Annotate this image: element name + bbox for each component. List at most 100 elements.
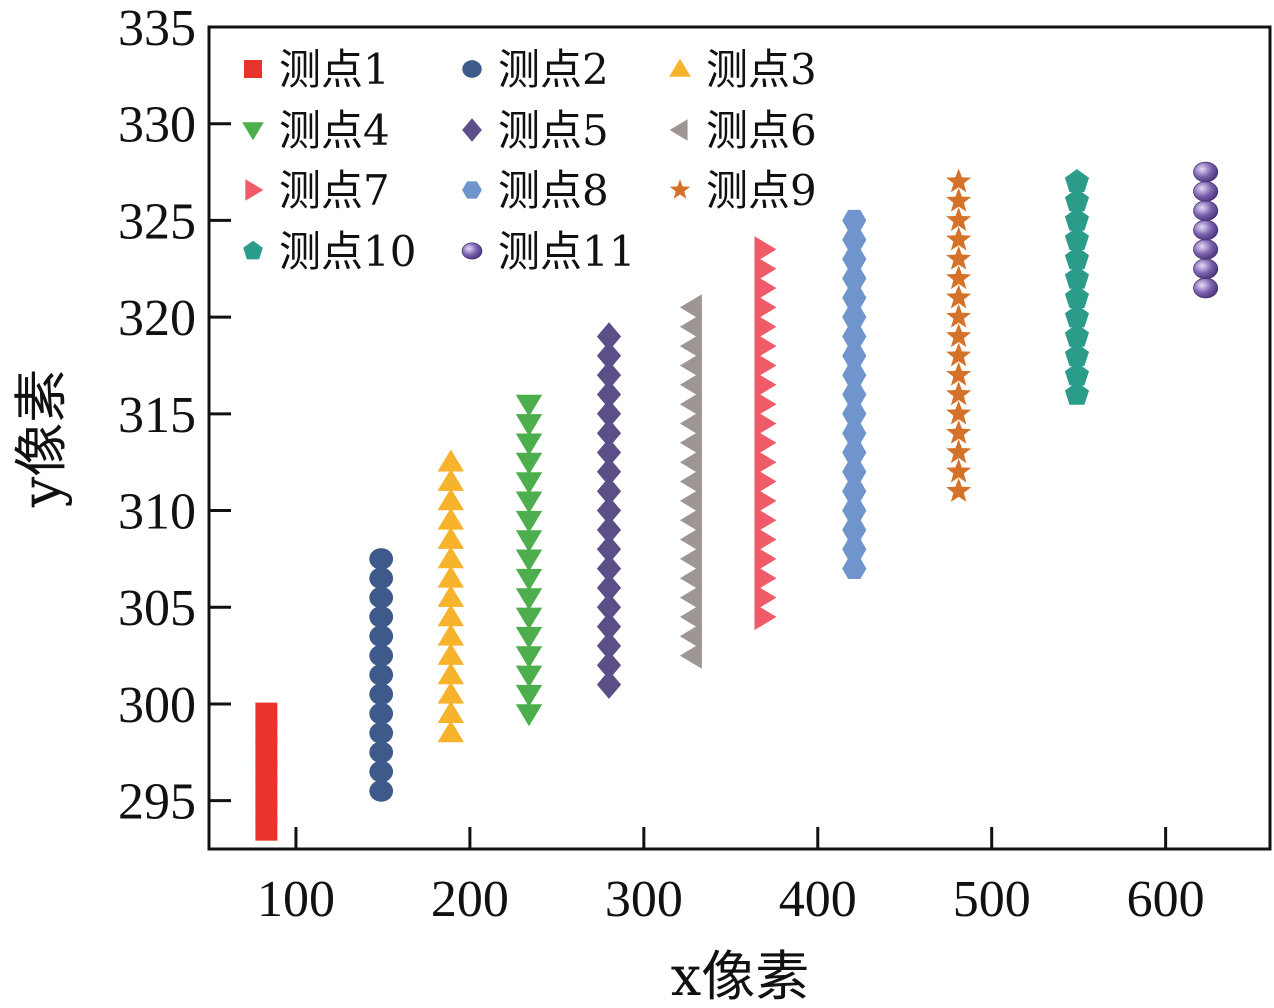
y-tick-label: 330	[118, 97, 196, 154]
data-point	[596, 341, 622, 371]
data-point	[754, 526, 777, 553]
legend-label: 测点11	[498, 227, 635, 276]
data-point	[946, 207, 972, 232]
data-point	[1193, 219, 1219, 241]
series-5	[596, 322, 622, 699]
data-point	[679, 371, 702, 398]
data-point	[679, 642, 702, 669]
data-point	[515, 530, 543, 553]
legend-label: 测点3	[706, 45, 817, 94]
data-point	[596, 438, 622, 467]
x-axis-ticks: 100 200 300 400 500 600	[257, 827, 1205, 928]
legend-label: 测点10	[279, 227, 416, 276]
data-point	[946, 420, 972, 444]
data-point	[1193, 200, 1219, 222]
data-point	[679, 332, 702, 360]
data-point	[946, 187, 972, 212]
y-axis-title: y像素	[10, 369, 73, 509]
data-point	[437, 565, 464, 588]
data-point	[946, 323, 972, 348]
data-point	[1193, 239, 1219, 260]
data-point	[369, 702, 394, 725]
data-point	[1064, 246, 1089, 270]
legend-marker	[669, 58, 691, 77]
data-point	[754, 313, 777, 340]
data-point	[255, 702, 278, 725]
data-point	[1193, 277, 1219, 299]
data-point	[369, 644, 394, 667]
data-point	[515, 665, 543, 688]
data-point	[596, 360, 622, 390]
legend-marker	[244, 60, 262, 78]
data-point	[437, 662, 464, 685]
data-point	[754, 274, 777, 302]
data-point	[679, 584, 702, 611]
y-tick-label: 325	[118, 193, 196, 250]
data-point	[515, 491, 543, 514]
data-point	[754, 294, 777, 321]
data-point	[679, 410, 702, 437]
data-point	[369, 625, 394, 648]
data-point	[679, 352, 702, 379]
data-point	[842, 384, 867, 405]
data-point	[679, 487, 702, 515]
data-point	[842, 500, 867, 521]
data-point	[1193, 258, 1219, 280]
x-tick-label: 500	[953, 871, 1031, 928]
data-point	[515, 684, 543, 707]
data-point	[1064, 265, 1089, 289]
data-point	[515, 433, 543, 456]
data-point	[369, 780, 394, 802]
data-point	[596, 322, 622, 351]
x-tick-label: 300	[605, 871, 683, 928]
data-point	[679, 565, 702, 592]
data-point	[1064, 207, 1089, 231]
data-point	[679, 603, 702, 631]
data-point	[437, 604, 464, 627]
legend-marker	[461, 242, 483, 260]
data-point	[754, 487, 777, 515]
data-point	[596, 670, 622, 699]
data-point	[437, 584, 464, 607]
y-axis-ticks: 295 300 305 310 315 320 325 330 335	[118, 0, 231, 831]
data-point	[596, 418, 622, 448]
data-point	[369, 722, 394, 744]
data-point	[754, 507, 777, 534]
data-point	[1193, 161, 1219, 183]
data-point	[255, 741, 278, 764]
data-point	[369, 606, 394, 628]
data-point	[754, 255, 777, 282]
y-tick-label: 320	[118, 290, 196, 347]
data-point	[754, 332, 777, 360]
x-tick-label: 400	[779, 871, 857, 928]
data-point	[679, 545, 702, 573]
data-point	[515, 510, 543, 533]
data-point	[842, 306, 867, 328]
data-point	[1064, 304, 1089, 328]
data-point	[437, 507, 464, 530]
legend-label: 测点2	[498, 45, 609, 94]
data-point	[369, 567, 394, 590]
data-point	[255, 818, 278, 841]
series-1	[255, 702, 278, 841]
data-point	[946, 168, 972, 193]
data-point	[1064, 381, 1089, 405]
data-point	[946, 458, 972, 483]
data-point	[842, 480, 867, 502]
data-point	[679, 313, 702, 340]
data-point	[946, 439, 972, 464]
data-point	[842, 442, 867, 463]
data-point	[369, 548, 394, 570]
data-point	[679, 429, 702, 456]
data-point	[515, 549, 543, 572]
data-point	[754, 391, 777, 418]
x-tick-label: 600	[1127, 871, 1205, 928]
data-point	[754, 565, 777, 592]
data-point	[842, 461, 867, 483]
legend-label: 测点7	[279, 166, 390, 215]
y-tick-label: 305	[118, 580, 196, 637]
data-point	[946, 265, 972, 290]
data-point	[596, 534, 622, 564]
data-point	[842, 519, 867, 541]
